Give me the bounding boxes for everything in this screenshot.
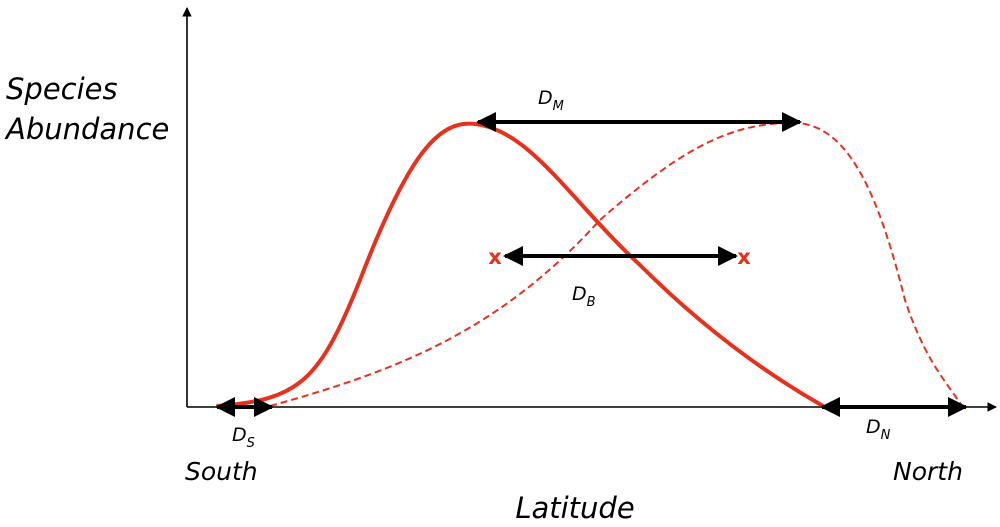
dm-label-sub: M xyxy=(553,99,564,114)
historical-distribution-curve xyxy=(216,121,825,408)
dn-label: DN xyxy=(866,416,891,443)
north-label: North xyxy=(893,457,963,486)
dn-label-sub: N xyxy=(881,428,891,443)
y-axis-label-line1: Species xyxy=(6,72,118,106)
ds-label-sub: S xyxy=(247,436,255,451)
centroid-marker-left: x xyxy=(488,245,502,269)
dm-label-main: D xyxy=(538,87,553,109)
db-label-sub: B xyxy=(587,295,596,310)
ds-label-main: D xyxy=(232,424,247,446)
db-label: DB xyxy=(572,283,596,310)
ds-label: DS xyxy=(232,424,255,451)
shifted-distribution-curve xyxy=(269,121,963,407)
db-label-main: D xyxy=(572,283,587,305)
y-axis-label-line2: Abundance xyxy=(4,112,169,146)
dn-label-main: D xyxy=(866,416,881,438)
x-axis-label: Latitude xyxy=(515,491,634,525)
centroid-marker-right: x xyxy=(737,245,751,269)
south-label: South xyxy=(185,457,258,486)
dm-label: DM xyxy=(538,87,564,114)
